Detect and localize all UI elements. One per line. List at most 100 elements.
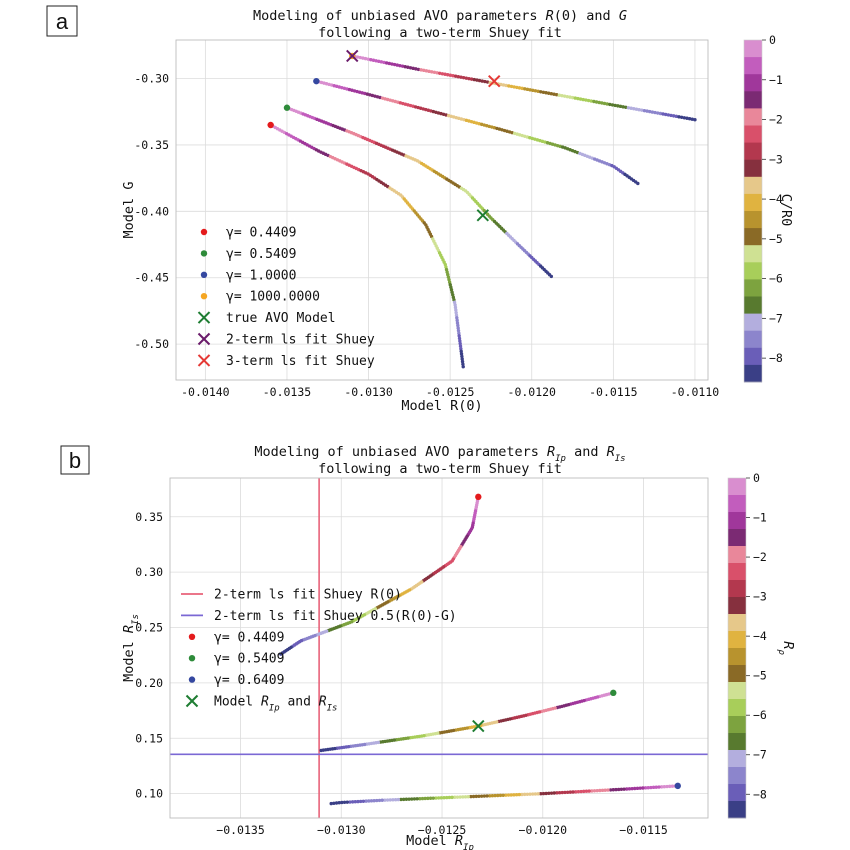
series-dot xyxy=(582,789,586,794)
series-dot xyxy=(393,798,398,802)
series-0-4409 xyxy=(279,493,482,656)
colorbar-tick-label: −4 xyxy=(753,629,767,643)
series-dot xyxy=(383,798,387,802)
series-dot xyxy=(549,92,554,96)
series-dot xyxy=(442,796,446,800)
series-dot xyxy=(406,65,410,69)
chart-a-title-line2: following a two-term Shuey fit xyxy=(318,25,562,41)
series-dot xyxy=(447,795,452,800)
series-dot xyxy=(456,328,461,333)
series-dot xyxy=(342,800,347,805)
series-dot xyxy=(356,799,360,804)
marker-model-rip-ris xyxy=(472,719,485,733)
series-dot xyxy=(490,794,495,798)
colorbar-frame xyxy=(727,477,747,819)
series-dot xyxy=(440,72,445,76)
legend-item: γ= 0.4409 xyxy=(200,226,296,241)
series-dot xyxy=(460,354,464,359)
series-dot xyxy=(621,105,625,109)
series-dot xyxy=(649,785,653,790)
colorbar-tick-label: −5 xyxy=(769,232,783,246)
series-dot xyxy=(459,349,463,353)
legend-swatch xyxy=(188,655,196,662)
series-1-0000 xyxy=(313,77,640,186)
series-dot xyxy=(472,77,476,82)
series-dot xyxy=(685,116,689,120)
series-dot xyxy=(608,788,613,792)
colorbar-segment xyxy=(744,296,762,314)
chart-b-title-line2: following a two-term Shuey fit xyxy=(318,461,562,477)
series-dot xyxy=(319,80,324,85)
chart-a-plot-frame xyxy=(175,39,709,381)
series-dot xyxy=(504,83,508,88)
series-dot xyxy=(279,652,283,656)
series-dot xyxy=(337,801,341,805)
series-start-point xyxy=(283,104,291,111)
series-dot xyxy=(424,69,429,73)
legend-label: γ= 1.0000 xyxy=(226,268,296,283)
series-dot xyxy=(517,86,522,90)
colorbar-segment xyxy=(744,176,762,195)
colorbar-segment xyxy=(744,57,762,75)
series-dot xyxy=(358,55,362,60)
series-dot xyxy=(643,786,648,790)
legend-item: true AVO Model xyxy=(197,311,336,326)
series-dot xyxy=(435,71,439,75)
chart-b-x-ticks: −0.0135 −0.0130 −0.0125 −0.0120 −0.0115 xyxy=(216,823,667,837)
series-dot xyxy=(423,796,427,801)
series-dot xyxy=(504,793,508,797)
chart-a-markers xyxy=(346,49,501,222)
series-dot xyxy=(625,787,629,791)
legend-label: γ= 0.4409 xyxy=(226,226,296,241)
series-dot xyxy=(411,66,415,71)
colorbar-segment xyxy=(744,228,762,246)
series-dot xyxy=(602,101,607,106)
series-dot xyxy=(332,84,336,88)
chart-b-series xyxy=(279,493,681,806)
series-dot xyxy=(554,93,559,97)
y-tick-label: -0.30 xyxy=(134,72,169,86)
series-dot xyxy=(512,793,516,797)
series-dot xyxy=(377,798,382,803)
series-dot xyxy=(590,789,594,793)
colorbar-segment xyxy=(744,159,762,178)
legend-swatch xyxy=(200,293,208,300)
series-dot xyxy=(594,100,599,104)
series-dot xyxy=(458,344,463,348)
series-dot xyxy=(457,116,461,121)
series-dot xyxy=(619,787,624,792)
colorbar-segment xyxy=(744,142,762,161)
series-dot xyxy=(584,789,589,793)
series-dot xyxy=(375,798,379,803)
legend-label: 2-term ls fit Shuey R(0) xyxy=(214,588,402,603)
series-dot xyxy=(549,791,554,795)
series-dot xyxy=(374,59,378,63)
series-dot xyxy=(353,800,358,804)
series-dot xyxy=(457,336,462,341)
series-dot xyxy=(454,313,459,317)
series-dot xyxy=(329,83,334,87)
series-dot xyxy=(659,785,664,789)
legend-swatch xyxy=(200,271,208,278)
series-dot xyxy=(467,76,471,81)
series-dot xyxy=(501,83,506,87)
series-dot xyxy=(541,90,546,94)
series-dot xyxy=(573,96,577,100)
series-dot xyxy=(592,789,597,793)
series-dot xyxy=(576,789,581,794)
colorbar-segment xyxy=(728,478,746,496)
series-dot xyxy=(690,117,694,121)
series-dot xyxy=(461,75,466,80)
series-dot xyxy=(434,796,438,800)
series-dot xyxy=(348,800,352,804)
series-dot xyxy=(352,89,357,93)
chart-a-x-label: Model R(0) xyxy=(401,398,482,414)
series-dot xyxy=(614,787,618,792)
chart-b-y-label: Model RIs xyxy=(121,614,141,682)
chart-a-title-line1: Modeling of unbiased AVO parameters R(0)… xyxy=(253,8,627,24)
chart-a-colorbar-label: C/R0 xyxy=(778,194,794,227)
series-dot xyxy=(387,61,392,66)
series-dot xyxy=(463,795,468,799)
series-dot xyxy=(455,795,460,799)
series-dot xyxy=(635,786,640,791)
